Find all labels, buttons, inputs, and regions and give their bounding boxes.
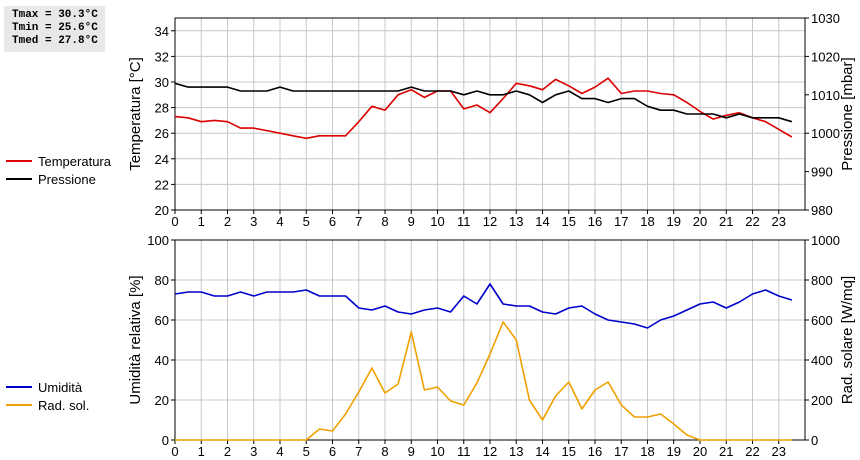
chart1-xtick-label: 10 bbox=[430, 214, 444, 229]
chart1-xtick-label: 23 bbox=[772, 214, 786, 229]
chart2-xtick-label: 20 bbox=[693, 444, 707, 459]
chart1-xtick-label: 2 bbox=[224, 214, 231, 229]
chart2-xtick-label: 7 bbox=[355, 444, 362, 459]
chart1-ytick-label: 22 bbox=[155, 177, 169, 192]
chart2-xtick-label: 23 bbox=[772, 444, 786, 459]
chart1-legend-label-1: Temperatura bbox=[38, 154, 112, 169]
chart1-y2tick-label: 990 bbox=[811, 165, 833, 180]
chart2-xtick-label: 14 bbox=[535, 444, 549, 459]
chart2-y2tick-label: 0 bbox=[811, 433, 818, 448]
chart1-xtick-label: 6 bbox=[329, 214, 336, 229]
chart1-y2tick-label: 1030 bbox=[811, 11, 840, 26]
chart1-ylabel2: Pressione [mbar] bbox=[839, 57, 856, 170]
tmed-label: Tmed = 27.8°C bbox=[12, 35, 98, 47]
chart2-ytick-label: 80 bbox=[155, 273, 169, 288]
chart1-xtick-label: 5 bbox=[303, 214, 310, 229]
chart1-y2tick-label: 1000 bbox=[811, 126, 840, 141]
chart1-series-2-line bbox=[174, 82, 793, 123]
chart2-xtick-label: 4 bbox=[276, 444, 283, 459]
chart2-xtick-label: 9 bbox=[408, 444, 415, 459]
chart1-xtick-label: 12 bbox=[483, 214, 497, 229]
chart2-xtick-label: 22 bbox=[745, 444, 759, 459]
chart2-xtick-label: 2 bbox=[224, 444, 231, 459]
chart2-xtick-label: 5 bbox=[303, 444, 310, 459]
chart2-y2tick-label: 1000 bbox=[811, 233, 840, 248]
chart2-ytick-label: 20 bbox=[155, 393, 169, 408]
chart2-ytick-label: 40 bbox=[155, 353, 169, 368]
chart1-ytick-label: 20 bbox=[155, 203, 169, 218]
chart2-series-1-line bbox=[174, 283, 793, 329]
chart2-legend-label-1: Umidità bbox=[38, 380, 83, 395]
chart1-xtick-label: 14 bbox=[535, 214, 549, 229]
chart1-xtick-label: 7 bbox=[355, 214, 362, 229]
chart1-xtick-label: 15 bbox=[562, 214, 576, 229]
chart2-xtick-label: 13 bbox=[509, 444, 523, 459]
chart1-xtick-label: 17 bbox=[614, 214, 628, 229]
chart1-xtick-label: 11 bbox=[457, 214, 471, 229]
chart1-xtick-label: 13 bbox=[509, 214, 523, 229]
stats-box: Tmax = 30.3°C Tmin = 25.6°C Tmed = 27.8°… bbox=[4, 6, 105, 52]
chart2-ylabel: Umidità relativa [%] bbox=[127, 275, 144, 404]
tmin-label: Tmin = 25.6°C bbox=[12, 22, 98, 34]
chart1-y2tick-label: 1010 bbox=[811, 88, 840, 103]
chart2-legend-label-2: Rad. sol. bbox=[38, 398, 89, 413]
chart2-xtick-label: 0 bbox=[171, 444, 178, 459]
chart2-ytick-label: 0 bbox=[162, 433, 169, 448]
chart1-ytick-label: 30 bbox=[155, 75, 169, 90]
chart1-xtick-label: 20 bbox=[693, 214, 707, 229]
chart2-xtick-label: 17 bbox=[614, 444, 628, 459]
chart1-xtick-label: 18 bbox=[640, 214, 654, 229]
chart2-xtick-label: 3 bbox=[250, 444, 257, 459]
chart2-xtick-label: 1 bbox=[198, 444, 205, 459]
chart1-xtick-label: 0 bbox=[171, 214, 178, 229]
chart1-xtick-label: 19 bbox=[667, 214, 681, 229]
chart2-ytick-label: 60 bbox=[155, 313, 169, 328]
chart1-xtick-label: 22 bbox=[745, 214, 759, 229]
chart2-xtick-label: 11 bbox=[457, 444, 471, 459]
tmax-label: Tmax = 30.3°C bbox=[12, 9, 98, 21]
chart2-ytick-label: 100 bbox=[147, 233, 169, 248]
chart1-xtick-label: 3 bbox=[250, 214, 257, 229]
chart2-y2tick-label: 600 bbox=[811, 313, 833, 328]
chart1-ytick-label: 32 bbox=[155, 49, 169, 64]
chart1-xtick-label: 21 bbox=[719, 214, 733, 229]
chart1-legend-label-2: Pressione bbox=[38, 172, 96, 187]
chart2-xtick-label: 6 bbox=[329, 444, 336, 459]
chart1-ytick-label: 24 bbox=[155, 152, 169, 167]
chart2-xtick-label: 19 bbox=[667, 444, 681, 459]
chart1-ylabel: Temperatura [°C] bbox=[127, 57, 144, 171]
chart1-y2tick-label: 980 bbox=[811, 203, 833, 218]
chart2-xtick-label: 10 bbox=[430, 444, 444, 459]
chart1-series-1-line bbox=[174, 77, 793, 140]
chart1-frame bbox=[174, 17, 806, 211]
chart2-ylabel2: Rad. solare [W/mq] bbox=[839, 276, 856, 404]
chart2-xtick-label: 8 bbox=[381, 444, 388, 459]
chart2-y2tick-label: 400 bbox=[811, 353, 833, 368]
chart1-xtick-label: 16 bbox=[588, 214, 602, 229]
chart1-ytick-label: 34 bbox=[155, 24, 169, 39]
chart2-xtick-label: 15 bbox=[562, 444, 576, 459]
chart2-xtick-label: 12 bbox=[483, 444, 497, 459]
chart1-xtick-label: 8 bbox=[381, 214, 388, 229]
chart1-ytick-label: 28 bbox=[155, 101, 169, 116]
chart2-y2tick-label: 200 bbox=[811, 393, 833, 408]
chart2-xtick-label: 18 bbox=[640, 444, 654, 459]
chart2-series-2-line bbox=[175, 321, 792, 441]
chart1-xtick-label: 9 bbox=[408, 214, 415, 229]
chart1-ytick-label: 26 bbox=[155, 126, 169, 141]
chart1-xtick-label: 1 bbox=[198, 214, 205, 229]
chart1-y2tick-label: 1020 bbox=[811, 49, 840, 64]
chart2-y2tick-label: 800 bbox=[811, 273, 833, 288]
chart2-xtick-label: 21 bbox=[719, 444, 733, 459]
chart2-frame bbox=[174, 239, 806, 441]
chart2-xtick-label: 16 bbox=[588, 444, 602, 459]
chart1-xtick-label: 4 bbox=[276, 214, 283, 229]
